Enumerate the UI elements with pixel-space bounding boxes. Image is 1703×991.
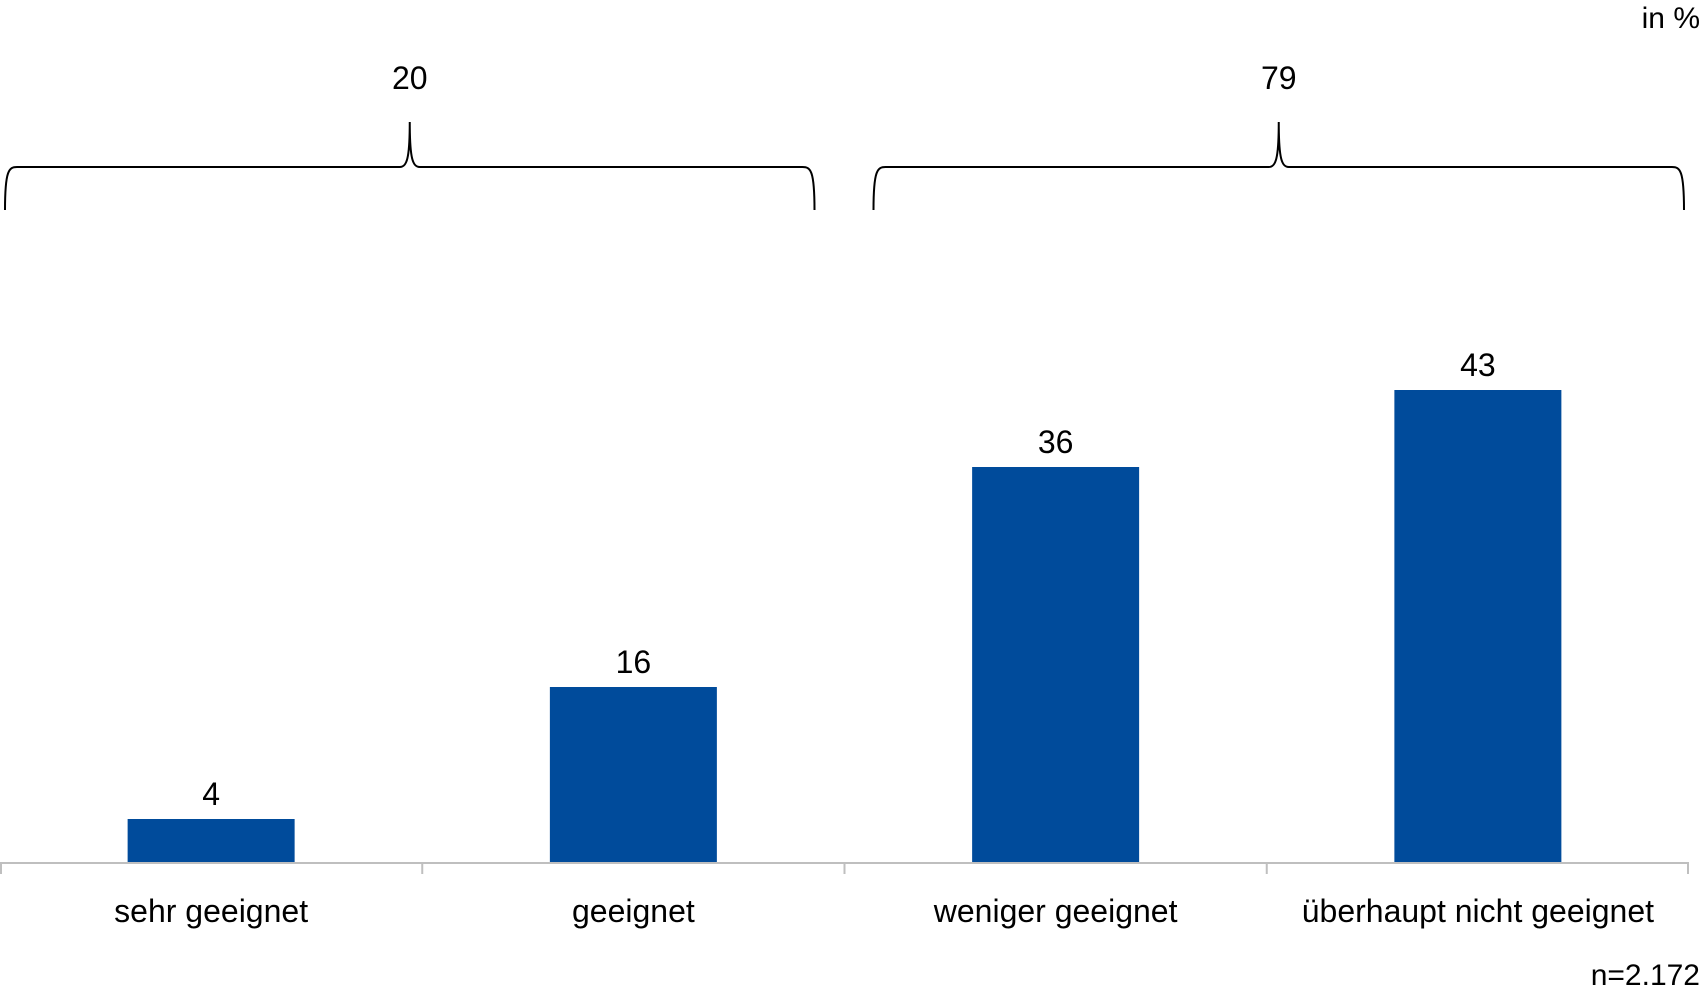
group-brackets: 20 79 bbox=[4, 60, 1685, 211]
tick-label-2: weniger geeignet bbox=[933, 893, 1178, 929]
bar-0 bbox=[127, 819, 295, 863]
value-label-1: 16 bbox=[616, 644, 652, 680]
group-total-label-1: 79 bbox=[1261, 60, 1297, 96]
tick-label-0: sehr geeignet bbox=[114, 893, 308, 929]
bar-1 bbox=[549, 687, 717, 863]
value-label-3: 43 bbox=[1460, 347, 1496, 383]
tick-label-1: geeignet bbox=[572, 893, 695, 929]
tick-labels: sehr geeignet geeignet weniger geeignet übe… bbox=[114, 893, 1654, 929]
value-labels: 4 16 36 43 bbox=[202, 347, 1495, 812]
group-bracket-1 bbox=[872, 121, 1685, 211]
group-total-label-0: 20 bbox=[392, 60, 428, 96]
unit-label: in % bbox=[1642, 2, 1700, 35]
sample-size-label: n=2.172 bbox=[1591, 959, 1700, 991]
bar-3 bbox=[1394, 390, 1562, 863]
value-label-2: 36 bbox=[1038, 424, 1074, 460]
group-bracket-0 bbox=[4, 121, 816, 211]
x-axis bbox=[0, 862, 1689, 874]
bars bbox=[127, 390, 1562, 863]
value-label-0: 4 bbox=[202, 776, 220, 812]
tick-label-3: überhaupt nicht geeignet bbox=[1302, 893, 1654, 929]
bar-2 bbox=[972, 467, 1140, 863]
